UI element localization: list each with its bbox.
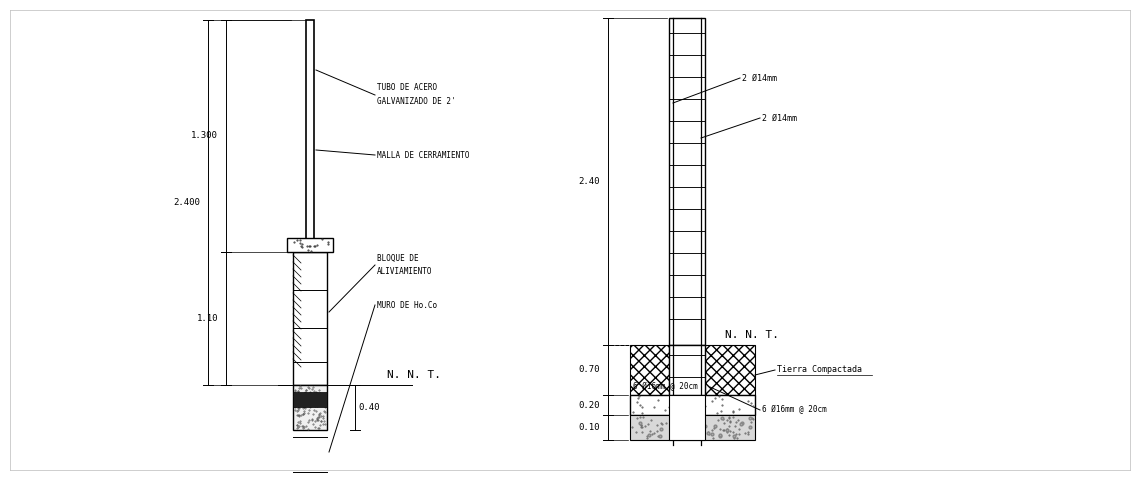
Text: ALIVIAMIENTO: ALIVIAMIENTO xyxy=(377,267,432,275)
Text: 0.70: 0.70 xyxy=(578,366,600,374)
Bar xyxy=(293,392,327,407)
Bar xyxy=(630,345,669,395)
Bar xyxy=(669,18,705,345)
Text: 2.40: 2.40 xyxy=(578,177,600,186)
Text: N. N. T.: N. N. T. xyxy=(725,330,779,340)
Text: Tierra Compactada: Tierra Compactada xyxy=(777,366,862,374)
Text: GALVANIZADO DE 2': GALVANIZADO DE 2' xyxy=(377,97,456,105)
Bar xyxy=(630,395,755,415)
Text: MALLA DE CERRAMIENTO: MALLA DE CERRAMIENTO xyxy=(377,151,470,159)
Text: 0.10: 0.10 xyxy=(578,423,600,432)
Text: 2 Ø14mm: 2 Ø14mm xyxy=(742,73,777,83)
Text: 1.10: 1.10 xyxy=(196,314,218,323)
Bar xyxy=(705,345,755,395)
Text: 2 Ø14mm: 2 Ø14mm xyxy=(762,114,797,123)
Text: N. N. T.: N. N. T. xyxy=(386,370,441,380)
Text: 1.300: 1.300 xyxy=(192,131,218,141)
Text: 6 Ø16mm @ 20cm: 6 Ø16mm @ 20cm xyxy=(633,383,698,392)
Text: BLOQUE DE: BLOQUE DE xyxy=(377,254,418,262)
Text: 0.40: 0.40 xyxy=(358,403,380,412)
Bar xyxy=(630,415,755,440)
Text: 2.400: 2.400 xyxy=(173,198,200,207)
Text: 0.20: 0.20 xyxy=(578,400,600,410)
Text: TUBO DE ACERO: TUBO DE ACERO xyxy=(377,83,437,91)
Bar xyxy=(287,238,333,252)
Bar xyxy=(293,385,327,430)
Text: 6 Ø16mm @ 20cm: 6 Ø16mm @ 20cm xyxy=(762,405,826,414)
Bar xyxy=(306,20,314,240)
Bar xyxy=(669,345,705,395)
Bar xyxy=(293,252,327,385)
Text: MURO DE Ho.Co: MURO DE Ho.Co xyxy=(377,300,437,310)
Bar xyxy=(669,395,705,440)
